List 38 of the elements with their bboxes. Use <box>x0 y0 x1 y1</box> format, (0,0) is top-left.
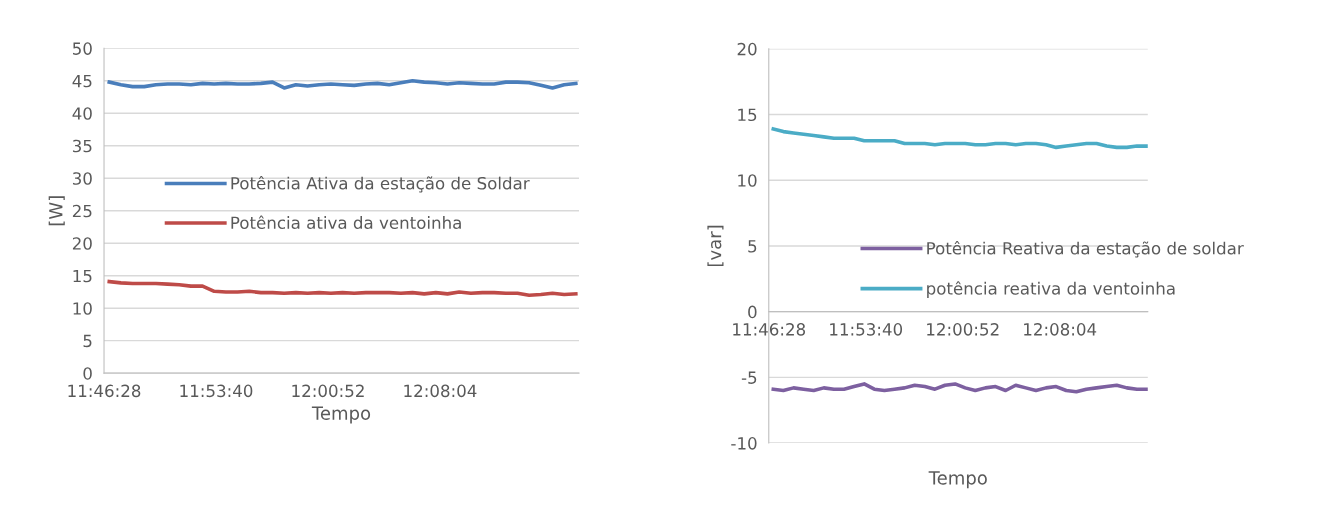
legend-label: Potência Reativa da estação de soldar <box>927 241 1244 258</box>
x-tick-label: 11:46:28 <box>68 384 141 398</box>
y-tick-label: 20 <box>72 237 92 250</box>
line-series <box>107 78 578 90</box>
y-tick-label: 10 <box>738 174 757 187</box>
y-tick-label: -5 <box>741 371 757 384</box>
y-tick-label: 20 <box>737 42 757 56</box>
legend-label: Potência ativa da ventoinha <box>231 215 461 230</box>
y-tick-label: 15 <box>73 269 92 283</box>
y-tick-label: 10 <box>73 302 92 315</box>
y-tick-label: 0 <box>748 305 757 319</box>
x-tick-label: 11:53:40 <box>180 384 253 398</box>
y-tick-label: -10 <box>731 437 757 450</box>
y-tick-label: 40 <box>72 107 92 120</box>
y-axis-title: [W] <box>48 196 65 226</box>
line-series <box>771 127 1148 150</box>
y-axis-title: [var] <box>707 225 724 267</box>
line-series <box>107 279 578 298</box>
y-tick-label: 45 <box>72 74 92 88</box>
x-tick-label: 12:08:04 <box>1024 323 1097 336</box>
x-axis-title: Tempo <box>311 406 371 424</box>
y-tick-label: 30 <box>72 172 92 185</box>
x-tick-label: 12:00:52 <box>292 384 364 398</box>
x-tick-label: 11:46:28 <box>733 323 806 336</box>
legend-label: potência reativa da ventoinha <box>927 281 1175 298</box>
x-axis-title: Tempo <box>928 471 987 489</box>
x-tick-label: 12:00:52 <box>927 323 999 336</box>
legend-label: Potência Ativa da estação de Soldar <box>231 175 530 193</box>
y-tick-label: 15 <box>738 108 757 122</box>
y-tick-label: 50 <box>72 42 92 55</box>
x-tick-label: 11:53:40 <box>830 323 903 336</box>
y-tick-label: 25 <box>72 204 92 218</box>
line-series <box>771 382 1148 394</box>
x-tick-label: 12:08:04 <box>404 384 477 398</box>
y-tick-label: 35 <box>72 139 92 153</box>
y-tick-label: 5 <box>83 334 92 348</box>
y-tick-label: 0 <box>83 367 92 380</box>
y-tick-label: 5 <box>748 240 757 253</box>
